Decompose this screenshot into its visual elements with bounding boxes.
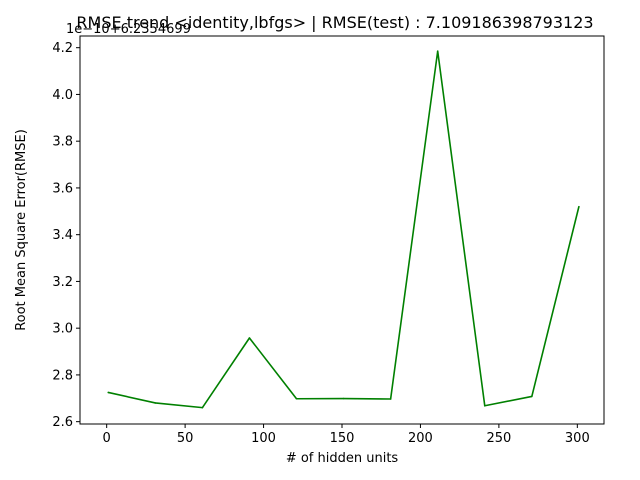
y-tick-label: 4.0 <box>52 88 73 103</box>
series-layer <box>107 50 580 409</box>
data-point <box>295 397 298 400</box>
data-point <box>436 50 439 52</box>
chart-title: RMSE trend <identity,lbfgs> | RMSE(test)… <box>76 13 593 32</box>
y-tick-label: 3.6 <box>52 181 73 196</box>
data-point <box>107 391 110 394</box>
x-tick-label: 250 <box>486 431 511 446</box>
y-tick-label: 4.2 <box>52 41 73 56</box>
y-tick-label: 3.2 <box>52 275 73 290</box>
plot-frame <box>79 35 605 425</box>
y-tick-label: 3.4 <box>52 228 73 243</box>
y-offset-text: 1e−10+6.2354699 <box>66 22 191 37</box>
y-tick-label: 2.6 <box>52 415 73 430</box>
x-tick-label: 300 <box>565 431 590 446</box>
x-tick-label: 50 <box>177 431 194 446</box>
data-point <box>248 337 251 339</box>
data-point <box>154 402 157 404</box>
y-tick-label: 2.8 <box>52 368 73 383</box>
ticks-layer: 0 50 100 150 200 250 300 2.6 2.8 3.0 3.2 3.4 3.6 3.8 4… <box>52 41 589 446</box>
data-point <box>342 397 345 400</box>
data-point <box>483 404 486 407</box>
y-tick-label: 3.0 <box>52 322 73 337</box>
x-tick-label: 200 <box>408 431 433 446</box>
data-point <box>389 398 392 400</box>
x-tick-label: 100 <box>251 431 276 446</box>
x-axis-label: # of hidden units <box>286 451 399 466</box>
data-point <box>531 395 533 398</box>
x-tick-label: 150 <box>330 431 355 446</box>
data-point <box>201 406 204 409</box>
y-axis-label: Root Mean Square Error(RMSE) <box>14 129 29 331</box>
x-tick-label: 0 <box>103 431 111 446</box>
y-tick-label: 3.8 <box>52 135 73 150</box>
data-point <box>578 205 580 208</box>
